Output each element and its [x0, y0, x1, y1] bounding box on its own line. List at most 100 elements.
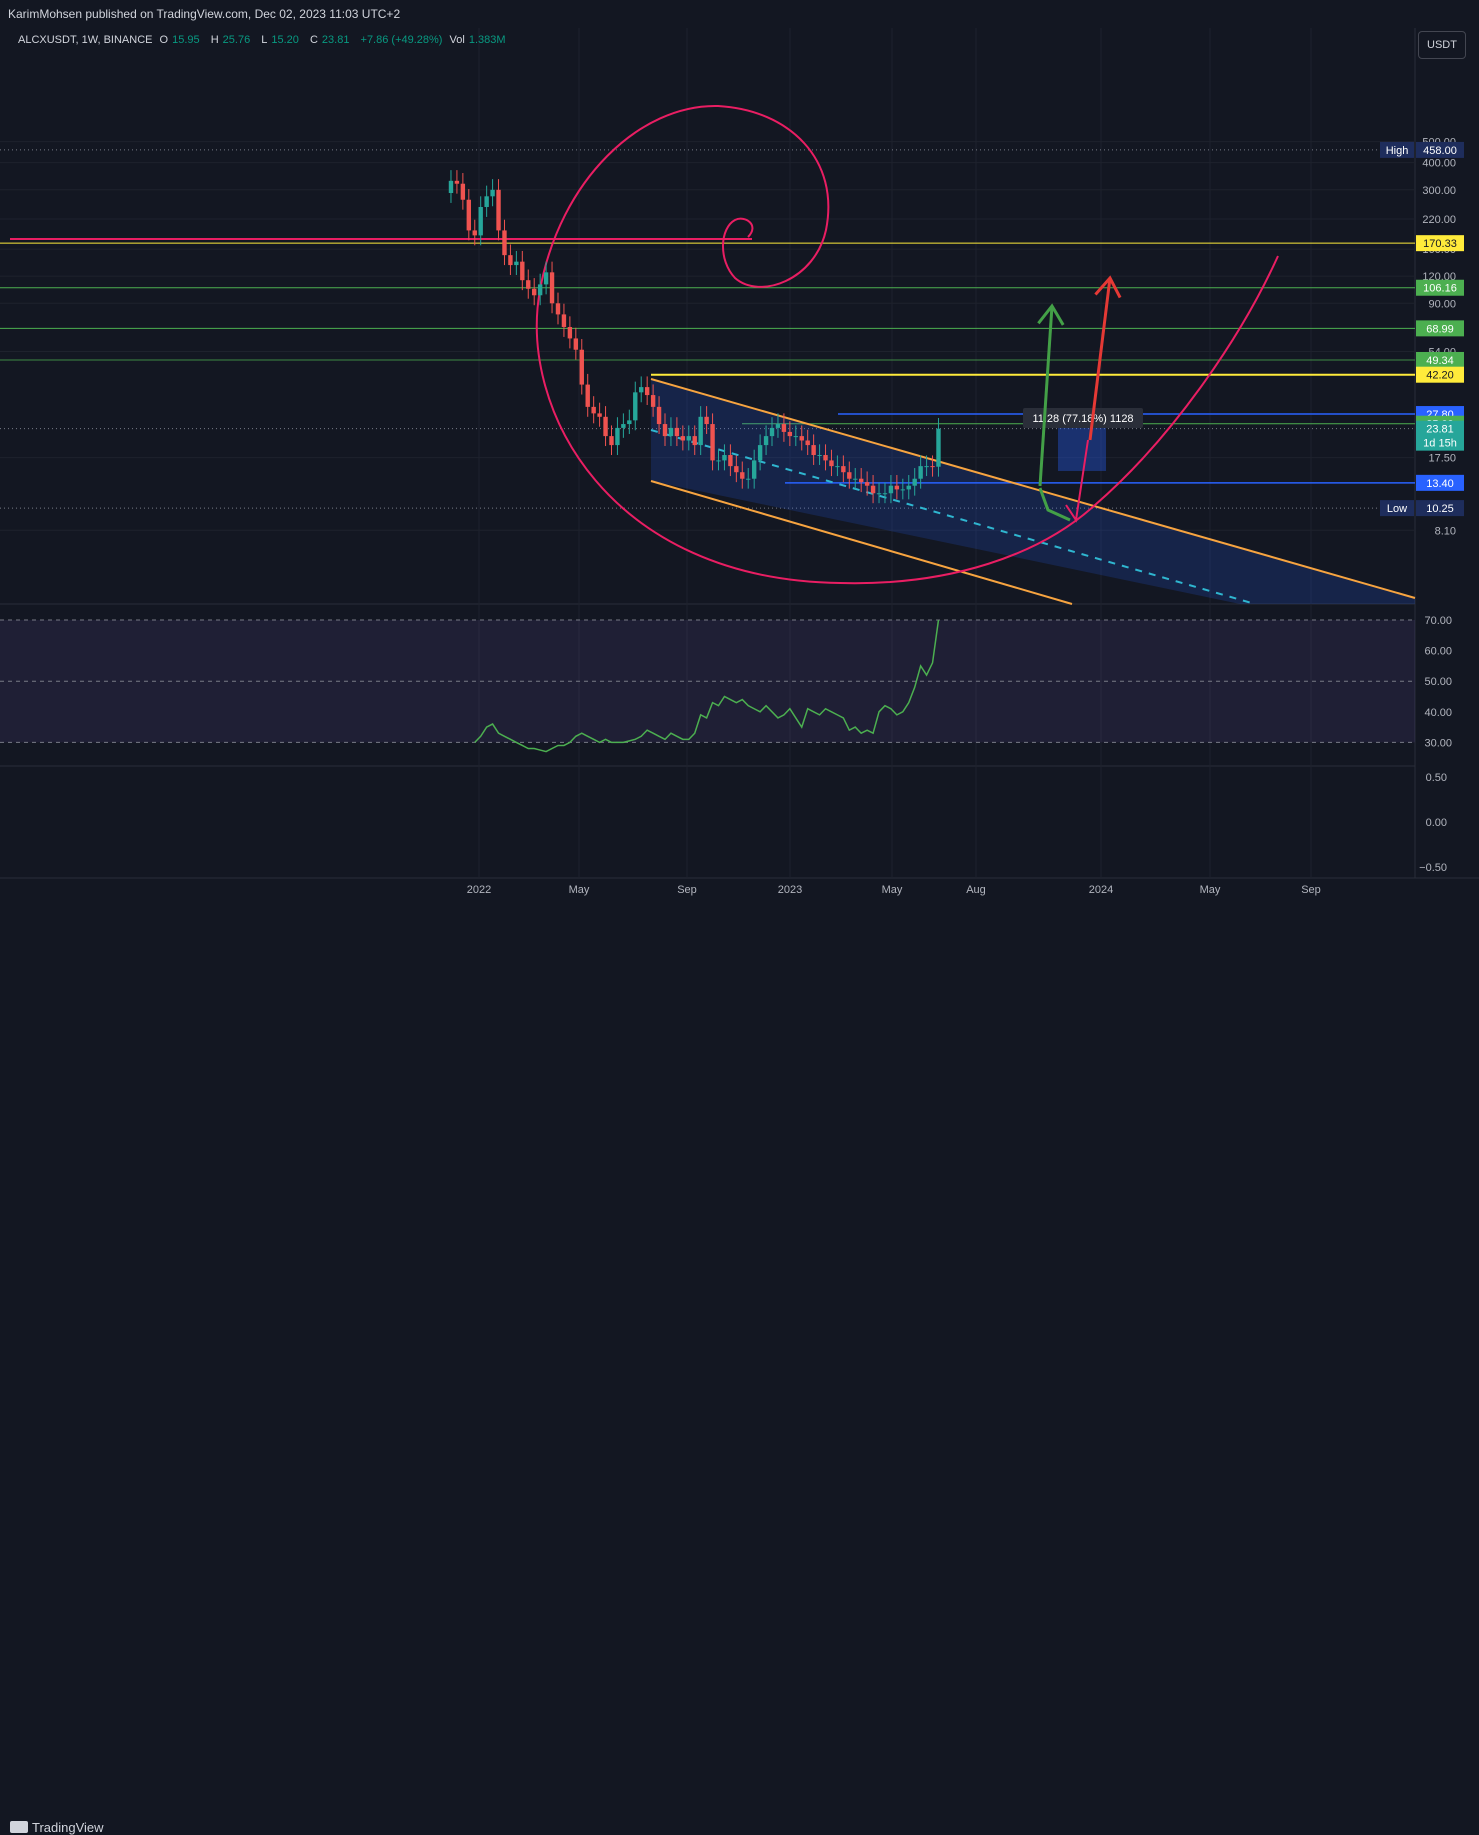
- candle-body: [787, 431, 793, 437]
- candle-body: [870, 485, 876, 494]
- time-tick-label: May: [1200, 884, 1221, 896]
- price-tag-bg: [1416, 141, 1464, 158]
- channel-lower-line: [650, 480, 1073, 605]
- candle-body: [508, 255, 513, 266]
- candle-body: [686, 436, 691, 441]
- candle-body: [609, 436, 614, 446]
- price-tag-value: 68.99: [1426, 323, 1454, 335]
- price-tag-prefix-bg: [1380, 500, 1414, 517]
- candle-body: [466, 199, 472, 231]
- candle-body: [656, 406, 662, 425]
- candle-body: [615, 427, 620, 446]
- candle-body: [811, 445, 816, 456]
- candle-body: [478, 206, 483, 236]
- red-arrow: [1088, 277, 1112, 441]
- candle-body: [585, 384, 590, 407]
- candle-body: [734, 466, 739, 473]
- candle-body: [526, 280, 531, 289]
- candle-body: [543, 272, 549, 285]
- rsi-tick-label: 50.00: [1424, 676, 1452, 688]
- legend-open-key: O: [159, 34, 169, 46]
- candle-body: [454, 180, 460, 184]
- time-tick-label: May: [569, 884, 590, 896]
- price-tag-bg: [1416, 420, 1464, 451]
- tradingview-icon: [10, 1821, 28, 1833]
- candle-body: [567, 326, 573, 339]
- candle-body: [817, 455, 822, 457]
- footer: TradingView: [0, 906, 1479, 1835]
- legend-low: 15.20: [271, 34, 299, 46]
- publisher-line: KarimMohsen published on TradingView.com…: [8, 7, 401, 21]
- candle-body: [644, 387, 650, 396]
- rsi-line: [474, 619, 940, 753]
- candle-body: [888, 485, 894, 494]
- candle-body: [520, 261, 525, 281]
- candle-body: [484, 196, 489, 207]
- candle-body: [775, 424, 781, 428]
- price-tick-label: 300.00: [1422, 185, 1456, 197]
- top-bar: KarimMohsen published on TradingView.com…: [0, 0, 1479, 28]
- candle-body: [906, 485, 911, 490]
- legend-volume-key: Vol: [449, 34, 465, 46]
- brand-label: TradingView: [32, 1820, 104, 1835]
- candle-body: [769, 427, 775, 437]
- candle-body: [847, 472, 852, 479]
- candle-body: [841, 466, 846, 473]
- candle-body: [882, 493, 888, 495]
- currency-button[interactable]: USDT: [1418, 31, 1466, 59]
- legend-open: 15.95: [172, 34, 200, 46]
- time-tick-label: Sep: [1301, 884, 1321, 896]
- price-tick-label: 17.50: [1428, 453, 1456, 465]
- candle-body: [555, 303, 561, 315]
- candle-body: [793, 436, 798, 438]
- candle-body: [740, 472, 745, 479]
- candle-body: [924, 466, 929, 468]
- candle-body: [627, 420, 632, 425]
- candle-body: [692, 436, 697, 446]
- green-arrow-head: [1037, 303, 1065, 326]
- price-tag-bg: [1416, 366, 1464, 383]
- tradingview-logo[interactable]: TradingView: [10, 1820, 104, 1835]
- candle-body: [829, 460, 834, 467]
- rsi-tick-label: 70.00: [1424, 615, 1452, 627]
- candle-body: [746, 478, 751, 480]
- channel-fill: [651, 379, 1415, 604]
- candle-body: [532, 288, 537, 296]
- candle-body: [900, 489, 906, 491]
- candle-body: [496, 189, 501, 231]
- time-tick-label: May: [882, 884, 903, 896]
- price-tag-prefix: High: [1386, 145, 1409, 157]
- candle-body: [561, 314, 567, 327]
- candle-body: [680, 436, 686, 441]
- legend-symbol[interactable]: ALCXUSDT, 1W, BINANCE: [18, 34, 153, 46]
- candle-body: [603, 416, 608, 437]
- candle-body: [710, 424, 715, 461]
- price-tick-label: 400.00: [1422, 158, 1456, 170]
- legend-close: 23.81: [321, 34, 350, 46]
- price-tag-bg: [1416, 320, 1464, 337]
- candle-body: [668, 427, 674, 437]
- candle-body: [799, 436, 804, 441]
- candle-body: [460, 183, 466, 200]
- price-tag-value: 106.16: [1423, 283, 1457, 295]
- indicator-tick-label: 0.50: [1426, 772, 1447, 784]
- candle-body: [936, 428, 941, 467]
- green-path: [1038, 487, 1071, 522]
- time-tick-label: 2024: [1089, 884, 1113, 896]
- measure-box: [1058, 421, 1106, 471]
- legend-low-key: L: [261, 34, 268, 46]
- price-tag-bg: [1416, 474, 1464, 491]
- price-chart[interactable]: 2022MaySep2023MayAug2024MaySep500.00400.…: [0, 0, 1479, 906]
- legend-high: 25.76: [222, 34, 251, 46]
- price-tag-value: 13.40: [1426, 478, 1454, 490]
- price-tag-value: 10.25: [1426, 503, 1454, 515]
- candle-body: [633, 392, 638, 421]
- candle-body: [621, 424, 626, 428]
- price-tag-bg: [1416, 500, 1464, 517]
- measure-label-bg: [1023, 408, 1143, 428]
- price-tag-bg: [1416, 351, 1464, 368]
- candle-body: [823, 455, 828, 461]
- measure-label: 11.28 (77.18%) 1128: [1032, 413, 1133, 425]
- candle-body: [537, 284, 543, 296]
- price-tag-prefix: Low: [1387, 503, 1407, 515]
